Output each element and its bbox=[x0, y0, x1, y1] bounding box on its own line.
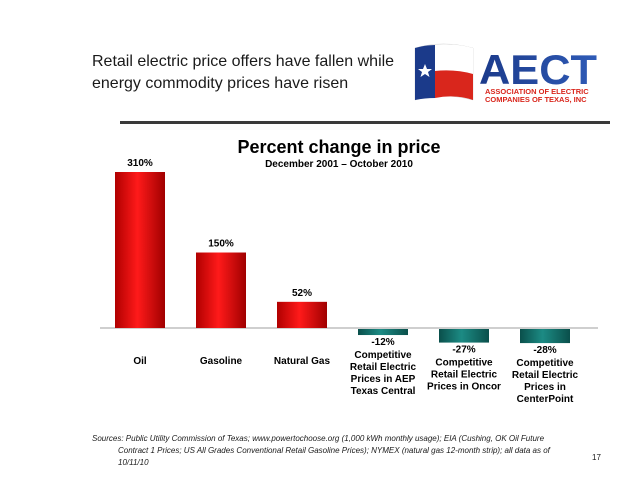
data-label-5: -27% bbox=[452, 345, 475, 356]
header-divider bbox=[120, 121, 610, 124]
data-label-1: 310% bbox=[127, 158, 153, 169]
logo-wordmark: AECT bbox=[479, 46, 597, 93]
sources-note: Sources: Public Utility Commission of Te… bbox=[92, 433, 572, 469]
data-label-4: -12% bbox=[371, 337, 394, 348]
page-number: 17 bbox=[592, 453, 601, 462]
sources-line-3: 10/11/10 bbox=[118, 458, 149, 467]
aect-logo: AECT ASSOCIATION OF ELECTRIC COMPANIES O… bbox=[414, 43, 597, 104]
sources-line-1: Sources: Public Utility Commission of Te… bbox=[92, 434, 545, 443]
bar-6 bbox=[520, 329, 570, 344]
chart-subtitle: December 2001 – October 2010 bbox=[265, 159, 413, 170]
bar-1 bbox=[115, 172, 165, 328]
bar-4 bbox=[358, 329, 408, 336]
data-label-3: 52% bbox=[292, 288, 312, 299]
bar-5 bbox=[439, 329, 489, 343]
slide-title-line-2: energy commodity prices have risen bbox=[92, 75, 349, 92]
slide-title: Retail electric price offers have fallen… bbox=[92, 51, 412, 95]
bar-2 bbox=[196, 252, 246, 328]
category-label-2: Gasoline bbox=[200, 356, 243, 367]
logo-subtext-line-1: ASSOCIATION OF ELECTRIC bbox=[485, 87, 589, 96]
data-label-6: -28% bbox=[533, 345, 556, 356]
category-label-6: Competitive Retail Electric Prices in Cente… bbox=[512, 358, 579, 405]
data-label-2: 150% bbox=[208, 239, 234, 250]
texas-flag-icon bbox=[414, 43, 474, 101]
category-label-4: Competitive Retail Electric Prices in AEP T… bbox=[350, 350, 417, 397]
category-label-3: Natural Gas bbox=[274, 356, 331, 367]
logo-subtext-line-2: COMPANIES OF TEXAS, INC bbox=[485, 95, 587, 104]
bar-chart: 310% Oil 150% Gasoline 52% Natural Gas -12% Com… bbox=[100, 158, 598, 405]
category-label-1: Oil bbox=[133, 356, 147, 367]
bar-3 bbox=[277, 301, 327, 328]
sources-line-2: Contract 1 Prices; US All Grades Convent… bbox=[118, 446, 550, 455]
chart-title: Percent change in price bbox=[237, 137, 441, 157]
category-label-5: Competitive Retail Electric Prices in Onco… bbox=[427, 358, 501, 393]
slide-title-line-1: Retail electric price offers have fallen… bbox=[92, 53, 395, 70]
